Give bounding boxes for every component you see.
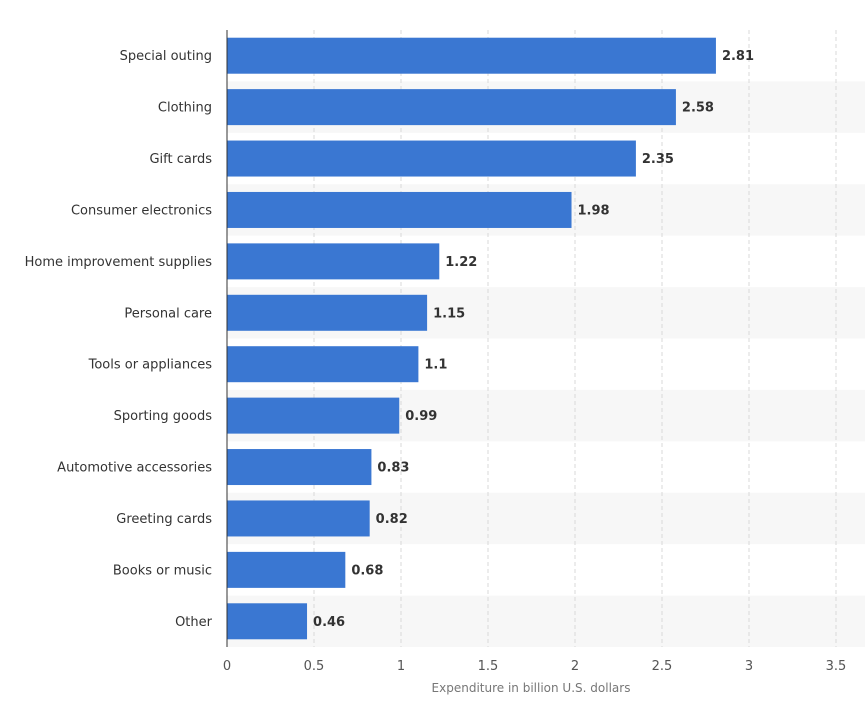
category-label: Other bbox=[175, 615, 213, 630]
row-band bbox=[227, 595, 865, 647]
bar[interactable] bbox=[227, 89, 676, 126]
value-label: 0.83 bbox=[377, 461, 409, 476]
value-label: 1.15 bbox=[433, 306, 465, 321]
bar[interactable] bbox=[227, 37, 716, 74]
category-label: Clothing bbox=[158, 101, 212, 116]
x-tick-label: 2.5 bbox=[652, 659, 673, 674]
value-label: 1.22 bbox=[445, 255, 477, 270]
value-label: 0.68 bbox=[351, 563, 383, 578]
x-tick-label: 3.5 bbox=[826, 659, 847, 674]
x-tick-label: 3 bbox=[745, 659, 753, 674]
value-label: 1.98 bbox=[578, 203, 610, 218]
x-tick-label: 1.5 bbox=[478, 659, 499, 674]
category-label: Sporting goods bbox=[114, 409, 213, 424]
bars bbox=[227, 37, 716, 640]
x-tick-label: 0 bbox=[223, 659, 231, 674]
bar[interactable] bbox=[227, 191, 572, 228]
x-axis-title: Expenditure in billion U.S. dollars bbox=[432, 681, 631, 695]
bar[interactable] bbox=[227, 603, 308, 640]
value-label: 0.82 bbox=[376, 512, 408, 527]
category-label: Special outing bbox=[120, 49, 212, 64]
bar[interactable] bbox=[227, 140, 636, 177]
bar[interactable] bbox=[227, 294, 428, 331]
x-tick-label: 2 bbox=[571, 659, 579, 674]
value-label: 0.46 bbox=[313, 615, 345, 630]
value-label: 0.99 bbox=[405, 409, 437, 424]
bar[interactable] bbox=[227, 500, 370, 537]
bar[interactable] bbox=[227, 397, 400, 434]
category-labels: Special outing Clothing Gift cards Consumer… bbox=[25, 49, 213, 630]
bar[interactable] bbox=[227, 346, 419, 383]
x-tick-label: 1 bbox=[397, 659, 405, 674]
gridlines bbox=[313, 30, 837, 647]
value-label: 2.81 bbox=[722, 49, 754, 64]
category-label: Greeting cards bbox=[116, 512, 212, 527]
category-label: Consumer electronics bbox=[71, 203, 212, 218]
category-label: Home improvement supplies bbox=[25, 255, 213, 270]
value-label: 1.1 bbox=[424, 358, 447, 373]
x-tick-label: 0.5 bbox=[304, 659, 325, 674]
value-label: 2.58 bbox=[682, 101, 714, 116]
category-label: Books or music bbox=[113, 563, 212, 578]
category-label: Gift cards bbox=[149, 152, 212, 167]
value-labels: 2.81 2.58 2.35 1.98 1.22 1.15 1.1 0.99 0.83 0.82 0… bbox=[313, 49, 754, 630]
bar[interactable] bbox=[227, 551, 346, 588]
value-label: 2.35 bbox=[642, 152, 674, 167]
bar[interactable] bbox=[227, 449, 372, 486]
category-label: Automotive accessories bbox=[57, 461, 212, 476]
category-label: Tools or appliances bbox=[88, 358, 213, 373]
x-tick-labels: 0 0.5 1 1.5 2 2.5 3 3.5 bbox=[223, 659, 846, 674]
category-label: Personal care bbox=[124, 306, 212, 321]
bar[interactable] bbox=[227, 243, 440, 280]
